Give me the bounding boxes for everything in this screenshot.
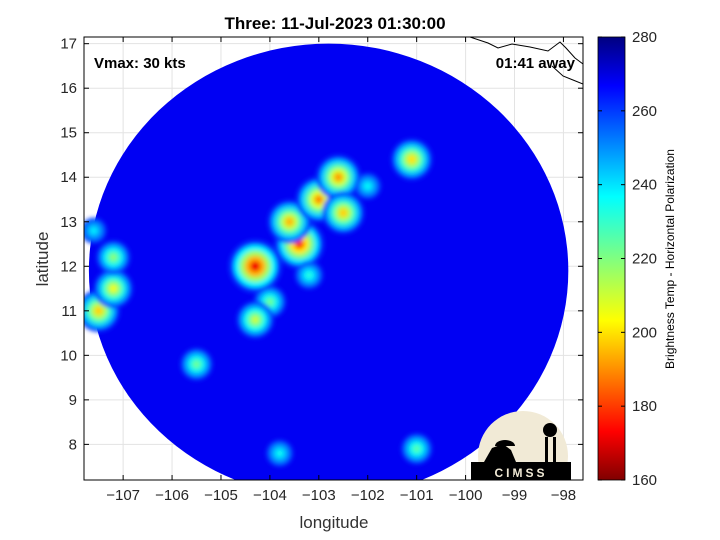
y-tick-label: 10: [60, 347, 77, 364]
y-tick-label: 9: [69, 392, 77, 409]
x-tick-label: −101: [400, 487, 434, 504]
precip-feature: [266, 298, 274, 306]
y-tick-label: 16: [60, 80, 77, 97]
precip-feature: [285, 217, 294, 227]
colorbar-tick-label: 160: [632, 472, 657, 489]
precip-feature: [94, 306, 103, 316]
x-tick-label: −106: [155, 487, 189, 504]
y-axis-ticks: 8 9 10 11 12 13 14 15 16 17: [60, 36, 583, 453]
x-tick-label: −103: [302, 487, 336, 504]
cimss-logo-text: CIMSS: [494, 466, 547, 480]
y-tick-label: 11: [61, 303, 77, 320]
time-away-annotation: 01:41 away: [496, 55, 576, 72]
y-tick-label: 8: [69, 436, 77, 453]
colorbar-tick-label: 260: [632, 103, 657, 120]
precip-feature: [249, 261, 261, 272]
x-tick-label: −100: [449, 487, 483, 504]
x-axis-ticks: −107 −106 −105 −104 −103 −102 −101 −100 −99 −98: [106, 37, 576, 504]
y-tick-label: 17: [60, 36, 77, 53]
x-tick-label: −105: [204, 487, 238, 504]
colorbar-tick-label: 280: [632, 29, 657, 46]
colorbar: [597, 36, 626, 481]
colorbar-tick-label: 180: [632, 398, 657, 415]
precip-feature: [306, 272, 312, 279]
colorbar-ticks: 160 180 200 220 240 260 280: [598, 29, 657, 489]
cimss-logo: CIMSS: [471, 411, 571, 480]
x-tick-label: −102: [351, 487, 385, 504]
precip-feature: [339, 208, 348, 218]
precip-feature: [413, 445, 420, 452]
x-tick-label: −107: [106, 487, 140, 504]
colorbar-label: Brightness Temp - Horizontal Polarizatio…: [663, 149, 677, 369]
precip-feature: [193, 360, 200, 368]
vmax-annotation: Vmax: 30 kts: [94, 55, 186, 72]
precip-feature: [251, 315, 259, 324]
precip-feature: [314, 194, 324, 205]
y-tick-label: 14: [60, 169, 77, 186]
y-axis-label: latitude: [33, 232, 52, 287]
x-tick-label: −104: [253, 487, 287, 504]
x-tick-label: −99: [502, 487, 527, 504]
colorbar-tick-label: 240: [632, 177, 657, 194]
colorbar-tick-label: 200: [632, 324, 657, 341]
swath-layer: [84, 43, 569, 480]
precip-feature: [109, 284, 118, 293]
precip-features: [84, 138, 433, 467]
precip-feature: [91, 228, 97, 234]
x-axis-label: longitude: [299, 513, 368, 532]
precip-feature: [333, 172, 343, 182]
coastline: [469, 37, 583, 85]
y-tick-label: 13: [60, 214, 77, 231]
precip-feature: [276, 450, 283, 457]
precip-feature: [365, 183, 371, 189]
x-tick-label: −98: [551, 487, 576, 504]
chart-title: Three: 11-Jul-2023 01:30:00: [224, 14, 445, 33]
plot-border: [83, 36, 584, 481]
precip-feature: [109, 253, 117, 261]
y-tick-label: 15: [60, 125, 77, 142]
precip-feature: [407, 155, 416, 164]
y-tick-label: 12: [60, 258, 77, 275]
colorbar-tick-label: 220: [632, 251, 657, 268]
